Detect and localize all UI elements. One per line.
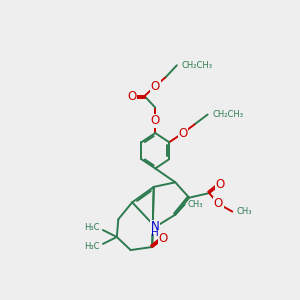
Text: O: O — [158, 232, 168, 245]
Text: H₃C: H₃C — [84, 223, 100, 232]
Text: O: O — [151, 80, 160, 92]
Text: CH₂CH₃: CH₂CH₃ — [212, 110, 243, 119]
Text: CH₃: CH₃ — [188, 200, 203, 209]
Text: H₃C: H₃C — [84, 242, 100, 251]
Text: N: N — [151, 220, 160, 233]
Text: O: O — [128, 90, 137, 103]
Text: O: O — [215, 178, 225, 191]
Text: O: O — [151, 114, 160, 127]
Text: CH₃: CH₃ — [237, 207, 252, 216]
Text: H: H — [152, 228, 159, 238]
Text: O: O — [178, 127, 188, 140]
Text: O: O — [214, 197, 223, 210]
Text: CH₂CH₃: CH₂CH₃ — [182, 61, 212, 70]
